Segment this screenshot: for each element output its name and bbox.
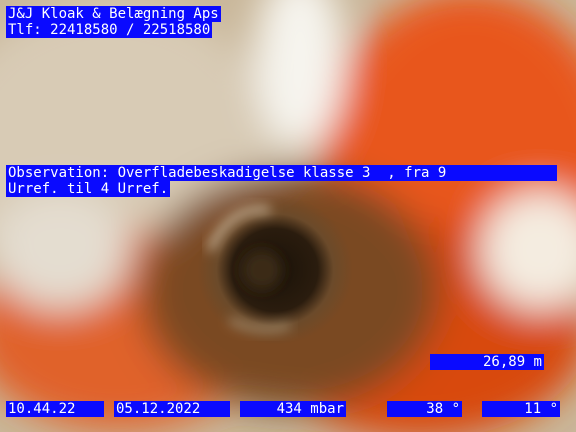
pressure: 434 mbar [240,401,346,417]
angle: 11 ° [482,401,560,417]
observation-line: Observation: Overfladebeskadigelse klass… [6,165,557,181]
company: J&J Kloak & Belægning Aps [6,6,221,22]
time: 10.44.22 [6,401,104,417]
distance: 26,89 m [430,354,544,370]
date: 05.12.2022 [114,401,230,417]
angle: 38 ° [387,401,462,417]
observation-line: Urref. til 4 Urref. [6,181,171,197]
phone: Tlf: 22418580 / 22518580 [6,22,213,38]
